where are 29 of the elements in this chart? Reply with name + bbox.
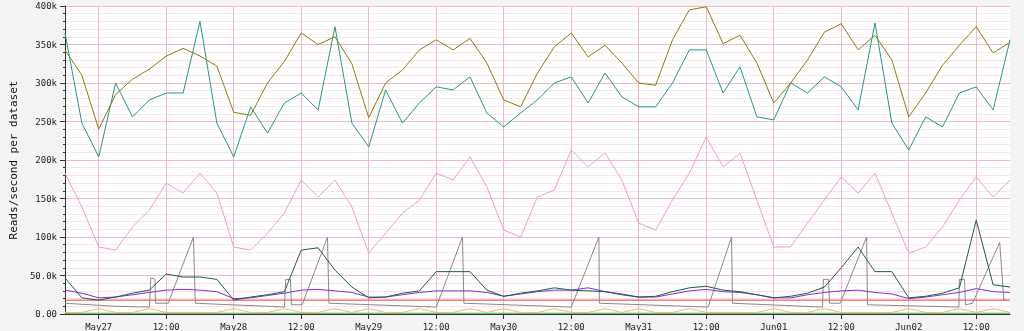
y-tick-label: 350k: [35, 39, 58, 50]
y-tick-label: 100k: [35, 232, 58, 242]
line-series: [64, 287, 1011, 300]
y-tick-label: 150k: [35, 193, 58, 204]
x-tick-label: May31: [625, 321, 653, 331]
x-tick-label: May28: [220, 321, 248, 331]
line-series: [64, 219, 1011, 301]
x-tick-label: 12:00: [827, 321, 855, 331]
y-tick-label: 200k: [35, 155, 58, 165]
x-tick-label: 12:00: [287, 321, 315, 331]
y-tick-label: 250k: [35, 116, 58, 127]
y-tick-label: 50.0k: [29, 270, 58, 281]
x-tick-label: May27: [85, 321, 113, 331]
x-tick-label: 12:00: [152, 321, 180, 331]
line-series: [64, 6, 1011, 130]
x-tick-label: Jun02: [895, 321, 923, 331]
x-tick-label: 12:00: [962, 321, 990, 331]
x-tick-label: Jun01: [760, 321, 788, 331]
line-series: [64, 136, 1011, 254]
x-tick-label: 12:00: [422, 321, 450, 331]
y-tick-label: 400k: [35, 1, 58, 11]
x-tick-label: May30: [490, 321, 518, 331]
y-axis-title: Reads/second per dataset: [7, 80, 20, 240]
x-tick-label: 12:00: [692, 321, 720, 331]
x-tick-label: 12:00: [557, 321, 585, 331]
line-series: [64, 20, 1011, 158]
y-tick-label: 300k: [35, 78, 58, 88]
x-tick-label: May29: [355, 321, 383, 331]
y-tick-label: 0.00: [35, 309, 57, 319]
